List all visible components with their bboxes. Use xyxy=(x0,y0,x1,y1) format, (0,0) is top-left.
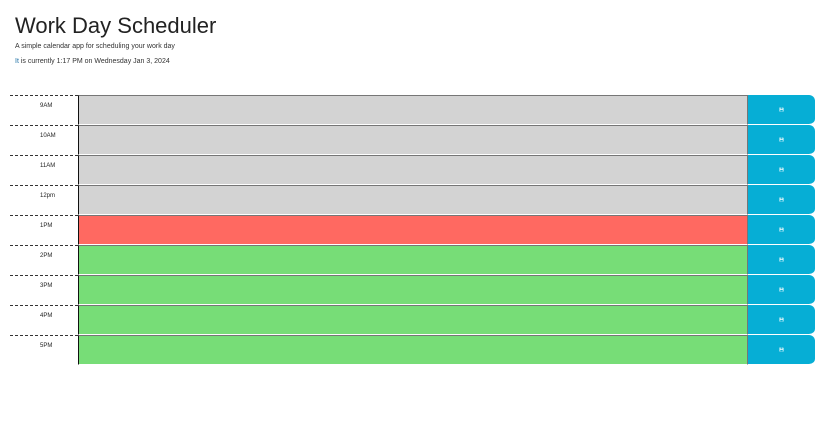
time-block-row: 3PM xyxy=(10,275,815,305)
save-icon xyxy=(779,317,784,322)
save-icon xyxy=(779,227,784,232)
current-day-prefix: It xyxy=(15,58,19,65)
save-icon xyxy=(779,167,784,172)
time-block-row: 9AM xyxy=(10,95,815,125)
save-button[interactable] xyxy=(748,155,815,185)
save-icon xyxy=(779,137,784,142)
event-textarea[interactable] xyxy=(78,305,748,335)
time-block-row: 11AM xyxy=(10,155,815,185)
event-textarea[interactable] xyxy=(78,125,748,155)
time-block-row: 4PM xyxy=(10,305,815,335)
current-day-text: is currently 1:17 PM on Wednesday Jan 3,… xyxy=(18,58,170,65)
hour-label: 10AM xyxy=(10,125,78,155)
save-button[interactable] xyxy=(748,125,815,155)
current-day: It is currently 1:17 PM on Wednesday Jan… xyxy=(15,57,216,67)
event-textarea[interactable] xyxy=(78,155,748,185)
hour-label: 3PM xyxy=(10,275,78,305)
save-button[interactable] xyxy=(748,95,815,125)
time-block-row: 1PM xyxy=(10,215,815,245)
time-block-row: 10AM xyxy=(10,125,815,155)
save-icon xyxy=(779,257,784,262)
save-button[interactable] xyxy=(748,185,815,215)
save-button[interactable] xyxy=(748,305,815,335)
save-button[interactable] xyxy=(748,245,815,275)
event-textarea[interactable] xyxy=(78,215,748,245)
time-block-row: 5PM xyxy=(10,335,815,365)
hour-label: 5PM xyxy=(10,335,78,365)
save-icon xyxy=(779,347,784,352)
event-textarea[interactable] xyxy=(78,95,748,125)
event-textarea[interactable] xyxy=(78,185,748,215)
save-button[interactable] xyxy=(748,275,815,305)
save-button[interactable] xyxy=(748,215,815,245)
time-block-row: 2PM xyxy=(10,245,815,275)
event-textarea[interactable] xyxy=(78,245,748,275)
hour-label: 4PM xyxy=(10,305,78,335)
time-block-row: 12pm xyxy=(10,185,815,215)
event-textarea[interactable] xyxy=(78,275,748,305)
hour-label: 1PM xyxy=(10,215,78,245)
hour-label: 11AM xyxy=(10,155,78,185)
hour-label: 2PM xyxy=(10,245,78,275)
save-icon xyxy=(779,197,784,202)
page-lead: A simple calendar app for scheduling you… xyxy=(15,43,175,50)
hour-label: 9AM xyxy=(10,95,78,125)
time-block-container: 9AM 10AM 11AM 12pm 1PM 2PM 3PM 4PM 5PM xyxy=(10,95,815,365)
page-title: Work Day Scheduler xyxy=(15,13,217,38)
save-icon xyxy=(779,287,784,292)
event-textarea[interactable] xyxy=(78,335,748,365)
save-icon xyxy=(779,107,784,112)
page-header: Work Day Scheduler A simple calendar app… xyxy=(15,12,216,67)
hour-label: 12pm xyxy=(10,185,78,215)
save-button[interactable] xyxy=(748,335,815,365)
